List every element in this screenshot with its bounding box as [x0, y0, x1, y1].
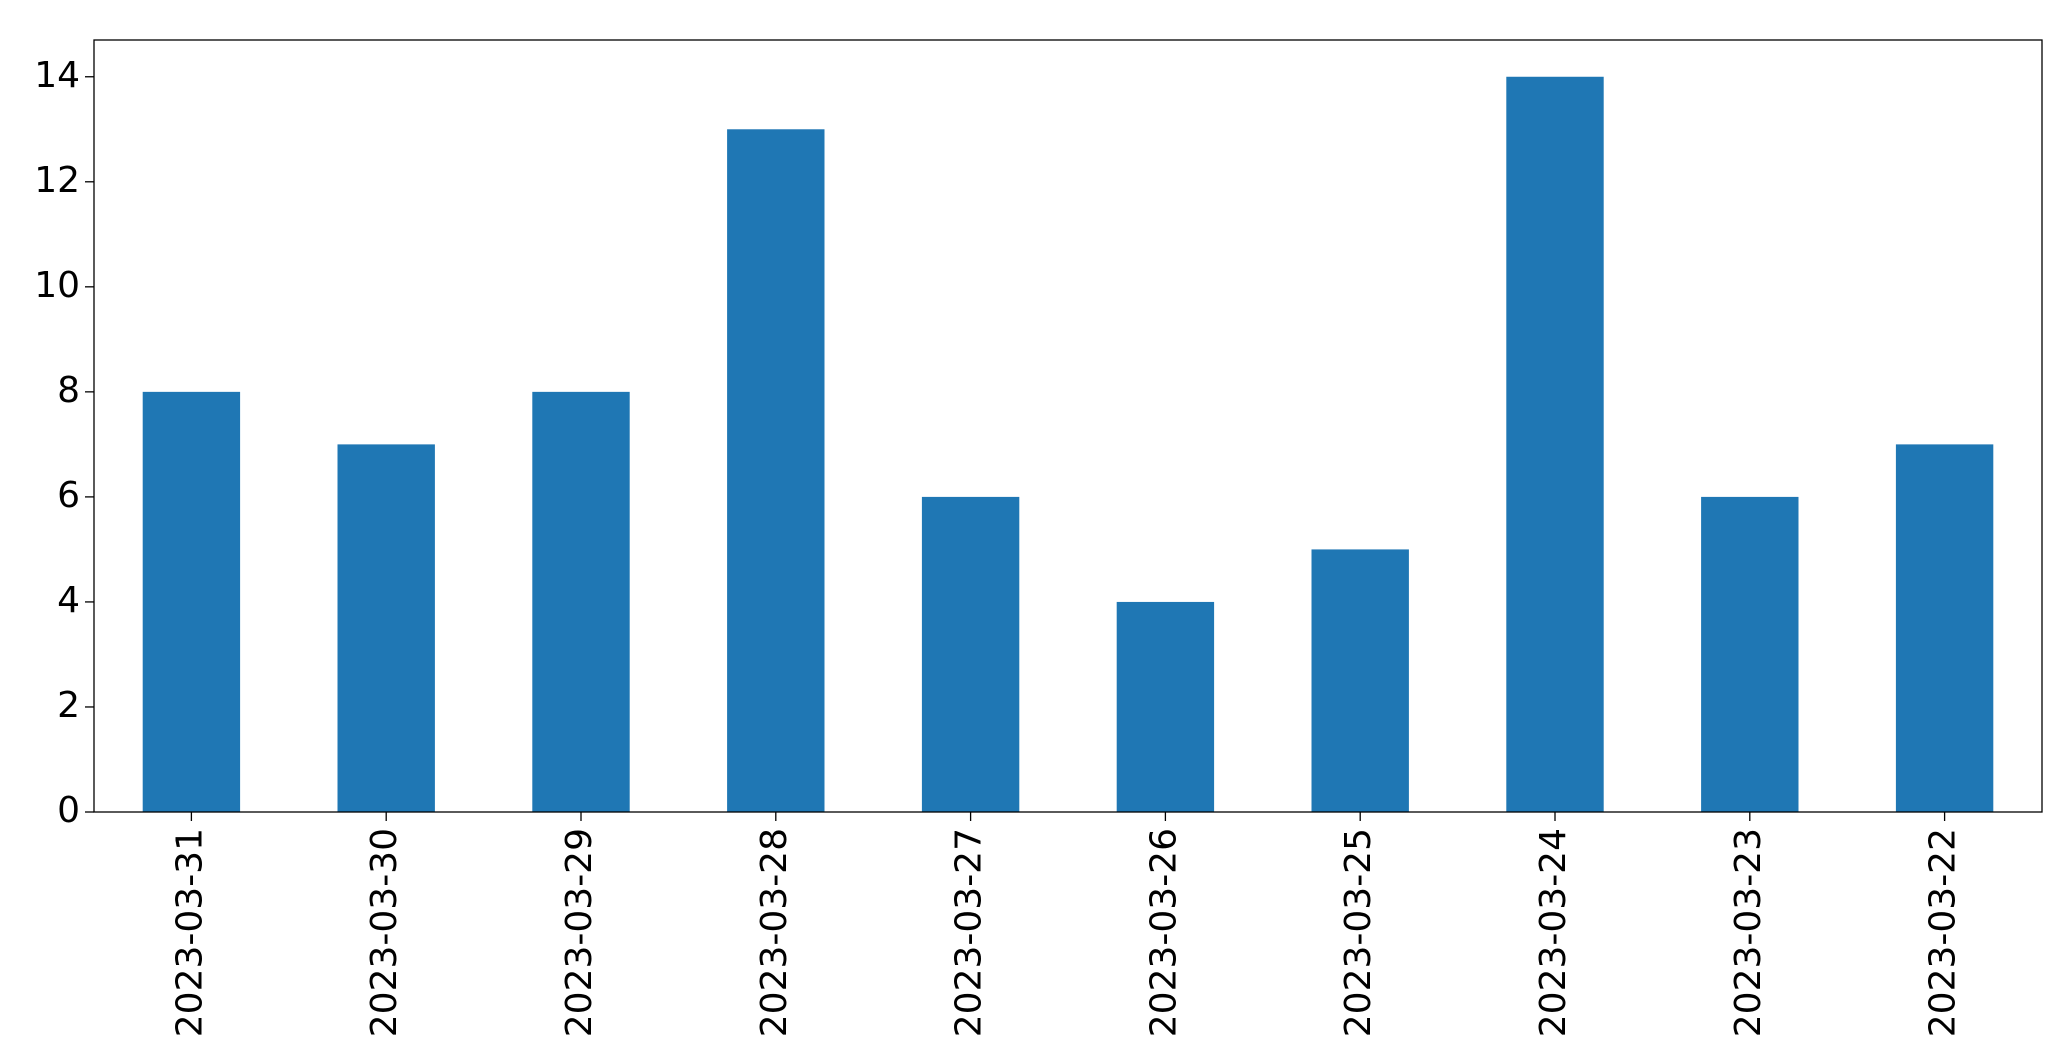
y-tick-label: 10 [34, 265, 80, 306]
bar [337, 444, 435, 812]
y-tick-label: 6 [57, 475, 80, 516]
bar [921, 496, 1020, 812]
x-tick-label: 2023-03-25 [1338, 828, 1379, 1037]
x-tick-label: 2023-03-23 [1728, 828, 1769, 1037]
axes-frame [93, 39, 2043, 813]
x-tick-label: 2023-03-31 [169, 828, 210, 1037]
x-tick-label: 2023-03-27 [949, 828, 990, 1037]
x-tick-label: 2023-03-24 [1533, 828, 1574, 1037]
x-tick-label: 2023-03-29 [559, 828, 600, 1037]
y-tick-label: 14 [34, 55, 80, 96]
x-tick-label: 2023-03-30 [364, 828, 405, 1037]
y-tick-label: 8 [57, 370, 80, 411]
y-tick-label: 2 [57, 685, 80, 726]
x-tick-label: 2023-03-28 [754, 828, 795, 1037]
bar [1116, 601, 1215, 812]
y-tick-label: 4 [57, 580, 80, 621]
bar [532, 391, 630, 812]
bar [1311, 549, 1409, 812]
bar [1701, 496, 1799, 812]
bar [1506, 76, 1604, 812]
y-tick-label: 0 [57, 790, 80, 831]
bar [727, 129, 825, 812]
bar [142, 391, 241, 812]
y-tick-label: 12 [34, 160, 80, 201]
x-tick-label: 2023-03-26 [1143, 828, 1184, 1037]
bar [1895, 444, 1994, 812]
x-tick-label: 2023-03-22 [1923, 828, 1964, 1037]
